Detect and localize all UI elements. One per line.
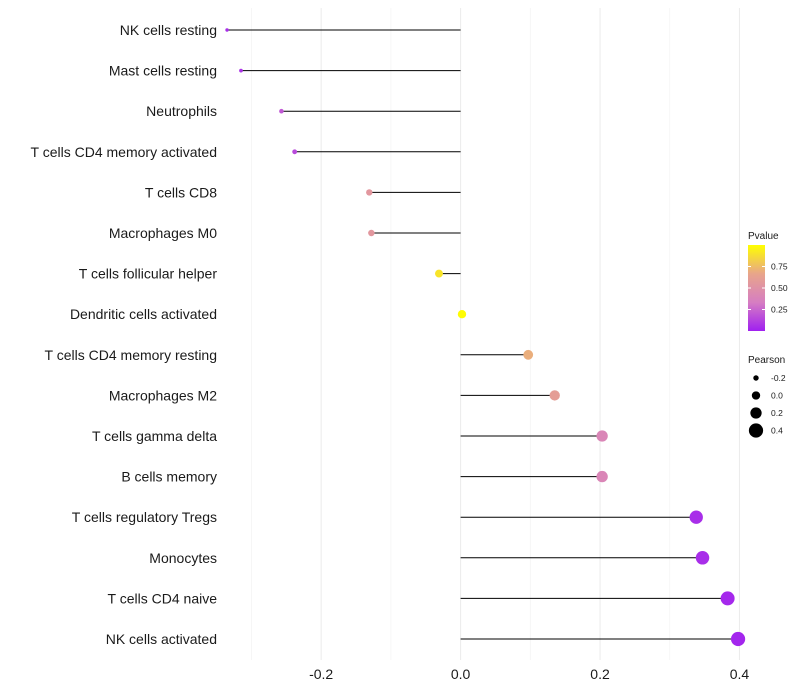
point-dendritic-cells-activated: [457, 310, 467, 319]
category-label-monocytes: Monocytes: [149, 550, 217, 566]
category-labels: NK cells resting Mast cells resting Neutro…: [31, 22, 218, 647]
point-nk-cells-resting: [225, 28, 229, 32]
pearson-legend-keys: -0.2 0.0 0.2 0.4: [748, 373, 786, 438]
x-axis-ticks: -0.2 0.0 0.2 0.4: [309, 666, 749, 682]
category-label-neutrophils: Neutrophils: [146, 103, 217, 119]
pearson-legend-label: 0.2: [771, 408, 783, 418]
pvalue-tick-label: 0.50: [771, 283, 788, 293]
category-label-b-cells-memory: B cells memory: [121, 469, 217, 485]
pvalue-legend-title: Pvalue: [748, 231, 779, 242]
x-tick-label: 0.2: [590, 666, 610, 682]
point-mast-cells-resting: [239, 68, 243, 73]
point-neutrophils: [279, 108, 284, 114]
category-label-nk-cells-resting: NK cells resting: [120, 22, 217, 38]
pvalue-legend-ticks: 0.75 0.50 0.25: [748, 262, 788, 315]
lollipop-points: [225, 28, 746, 647]
pvalue-legend: Pvalue 0.75 0.50 0.25: [748, 231, 788, 331]
point-macrophages-m0: [368, 229, 375, 237]
point-b-cells-memory: [596, 470, 608, 483]
category-label-t-cells-regulatory-tregs: T cells regulatory Tregs: [72, 509, 217, 525]
x-tick-label: -0.2: [309, 666, 333, 682]
pearson-legend-dot: [748, 423, 764, 438]
category-label-macrophages-m0: Macrophages M0: [109, 225, 217, 241]
pearson-legend-label: 0.0: [771, 391, 783, 401]
lollipop-lines: [227, 29, 739, 640]
point-t-cells-cd4-memory-resting: [523, 349, 534, 360]
pvalue-tick-label: 0.75: [771, 262, 788, 272]
category-label-macrophages-m2: Macrophages M2: [109, 387, 217, 403]
category-label-t-cells-gamma-delta: T cells gamma delta: [92, 428, 217, 444]
pearson-legend-label: 0.4: [771, 426, 783, 436]
point-t-cells-gamma-delta: [596, 430, 608, 442]
pvalue-colorbar: [748, 245, 765, 331]
point-monocytes: [695, 551, 710, 565]
point-nk-cells-activated: [730, 631, 746, 647]
point-t-cells-cd4-memory-activated: [292, 149, 298, 155]
pearson-legend-label: -0.2: [771, 373, 786, 383]
category-label-t-cells-cd4-memory-activated: T cells CD4 memory activated: [31, 144, 217, 160]
point-t-cells-cd4-naive: [720, 591, 735, 606]
x-tick-label: 0.0: [451, 666, 471, 682]
category-label-t-cells-cd4-naive: T cells CD4 naive: [108, 590, 218, 606]
pvalue-tick-label: 0.25: [771, 305, 788, 315]
pearson-legend-dot: [753, 375, 759, 381]
category-label-t-cells-follicular-helper: T cells follicular helper: [79, 266, 218, 282]
point-t-cells-follicular-helper: [435, 269, 443, 278]
category-label-mast-cells-resting: Mast cells resting: [109, 63, 217, 79]
point-t-cells-cd8: [366, 189, 373, 196]
category-label-t-cells-cd4-memory-resting: T cells CD4 memory resting: [45, 347, 217, 363]
point-macrophages-m2: [549, 390, 560, 401]
pearson-legend-title: Pearson: [748, 355, 785, 366]
x-tick-label: 0.4: [730, 666, 750, 682]
category-label-t-cells-cd8: T cells CD8: [145, 184, 217, 200]
pearson-legend-dot: [751, 391, 761, 400]
pearson-legend-dot: [750, 407, 762, 419]
grid-lines: [251, 8, 740, 660]
category-label-nk-cells-activated: NK cells activated: [106, 631, 217, 647]
pearson-legend: Pearson -0.2 0.0 0.2 0.4: [748, 355, 786, 438]
category-label-dendritic-cells-activated: Dendritic cells activated: [70, 306, 217, 322]
point-t-cells-regulatory-tregs: [689, 510, 703, 524]
